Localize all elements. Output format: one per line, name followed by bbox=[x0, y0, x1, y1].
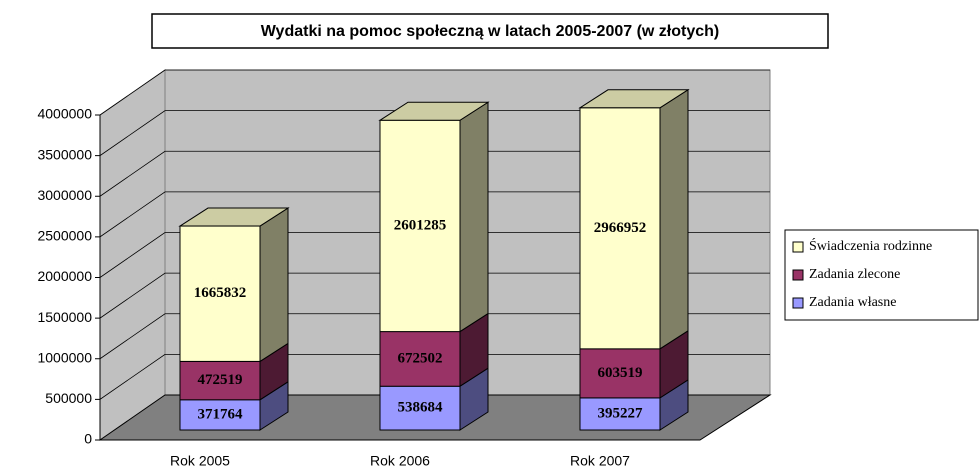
y-tick-label: 1500000 bbox=[37, 309, 92, 325]
data-label: 2966952 bbox=[594, 220, 647, 236]
y-tick-label: 2000000 bbox=[37, 268, 92, 284]
bar-top bbox=[578, 89, 690, 109]
grid-line bbox=[99, 150, 770, 197]
grid-line bbox=[99, 110, 770, 156]
data-label: 371764 bbox=[198, 406, 244, 422]
title-box bbox=[151, 13, 829, 49]
legend-swatch bbox=[792, 269, 804, 281]
grid-line bbox=[99, 232, 770, 278]
bar-side bbox=[459, 101, 489, 333]
data-label: 672502 bbox=[398, 350, 443, 366]
bar-side bbox=[659, 88, 689, 350]
legend-swatch bbox=[792, 241, 804, 253]
data-label: 603519 bbox=[598, 365, 643, 381]
bar-top bbox=[178, 207, 290, 227]
x-tick-label: Rok 2005 bbox=[170, 453, 230, 469]
legend-swatch bbox=[792, 297, 804, 309]
grid-line bbox=[99, 272, 770, 319]
data-label: 538684 bbox=[398, 400, 444, 416]
y-tick-label: 500000 bbox=[45, 390, 92, 406]
bar-segment bbox=[179, 399, 261, 431]
legend-label: Świadczenia rodzinne bbox=[809, 237, 932, 254]
y-tick-label: 0 bbox=[84, 431, 92, 447]
data-label: 2601285 bbox=[394, 217, 447, 233]
data-label: 472519 bbox=[198, 372, 243, 388]
grid-line bbox=[99, 191, 770, 238]
data-label: 1665832 bbox=[194, 285, 247, 301]
legend-label: Zadania zlecone bbox=[809, 267, 900, 282]
y-tick-label: 1000000 bbox=[37, 349, 92, 365]
grid-line bbox=[99, 313, 770, 360]
y-tick-label: 2500000 bbox=[37, 228, 92, 244]
bar-segment bbox=[179, 360, 261, 401]
chart-title: Wydatki na pomoc społeczną w latach 2005… bbox=[261, 23, 720, 40]
grid-line bbox=[99, 353, 770, 400]
y-tick-label: 3000000 bbox=[37, 187, 92, 203]
data-label: 395227 bbox=[598, 405, 644, 421]
bar-side bbox=[259, 207, 289, 363]
y-tick-label: 4000000 bbox=[37, 106, 92, 122]
y-tick-label: 3500000 bbox=[37, 146, 92, 162]
bar-segment bbox=[179, 225, 261, 362]
bar-segment bbox=[579, 107, 661, 350]
x-tick-label: Rok 2006 bbox=[370, 453, 430, 469]
bar-segment bbox=[379, 331, 461, 387]
legend-label: Zadania własne bbox=[809, 295, 896, 310]
legend-box bbox=[784, 229, 979, 321]
x-tick-label: Rok 2007 bbox=[570, 453, 630, 469]
bar-top bbox=[378, 101, 490, 121]
grid-line bbox=[99, 69, 770, 116]
